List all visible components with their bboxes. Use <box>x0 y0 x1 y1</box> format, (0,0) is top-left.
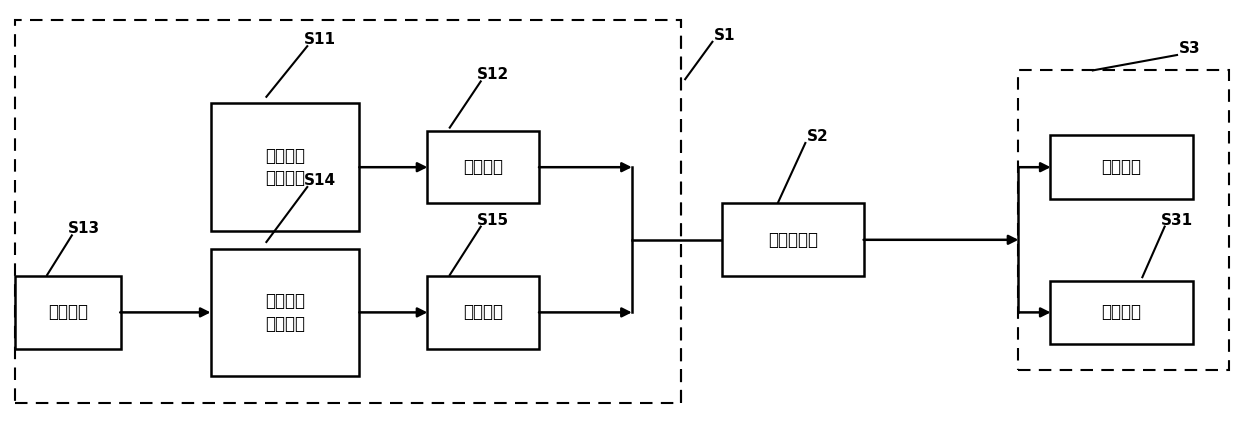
Text: S1: S1 <box>714 28 736 43</box>
Bar <box>721 203 865 276</box>
Text: S31: S31 <box>1161 213 1193 227</box>
Text: 数据存储: 数据存储 <box>1101 158 1141 176</box>
Bar <box>1049 281 1192 344</box>
Text: 数字滤波: 数字滤波 <box>463 304 503 321</box>
Text: S14: S14 <box>304 173 336 188</box>
Text: S13: S13 <box>68 221 100 236</box>
Bar <box>1018 70 1229 370</box>
Text: 互相关分析: 互相关分析 <box>768 231 818 249</box>
Text: S12: S12 <box>477 67 509 82</box>
Bar <box>427 131 539 203</box>
Bar <box>15 20 681 403</box>
Text: 数字滤波: 数字滤波 <box>463 158 503 176</box>
Bar <box>1049 135 1192 199</box>
Text: S2: S2 <box>807 129 829 144</box>
Text: S3: S3 <box>1178 41 1201 56</box>
Text: 标准频谱
点位数据: 标准频谱 点位数据 <box>265 147 305 187</box>
Bar <box>15 276 121 348</box>
Text: S11: S11 <box>304 32 336 47</box>
Text: S15: S15 <box>477 213 509 227</box>
Text: 测试频谱
点位数据: 测试频谱 点位数据 <box>265 292 305 333</box>
Text: 测试信号: 测试信号 <box>48 304 88 321</box>
Bar <box>211 103 359 231</box>
Bar <box>211 249 359 376</box>
Text: 结果显示: 结果显示 <box>1101 304 1141 321</box>
Bar <box>427 276 539 348</box>
